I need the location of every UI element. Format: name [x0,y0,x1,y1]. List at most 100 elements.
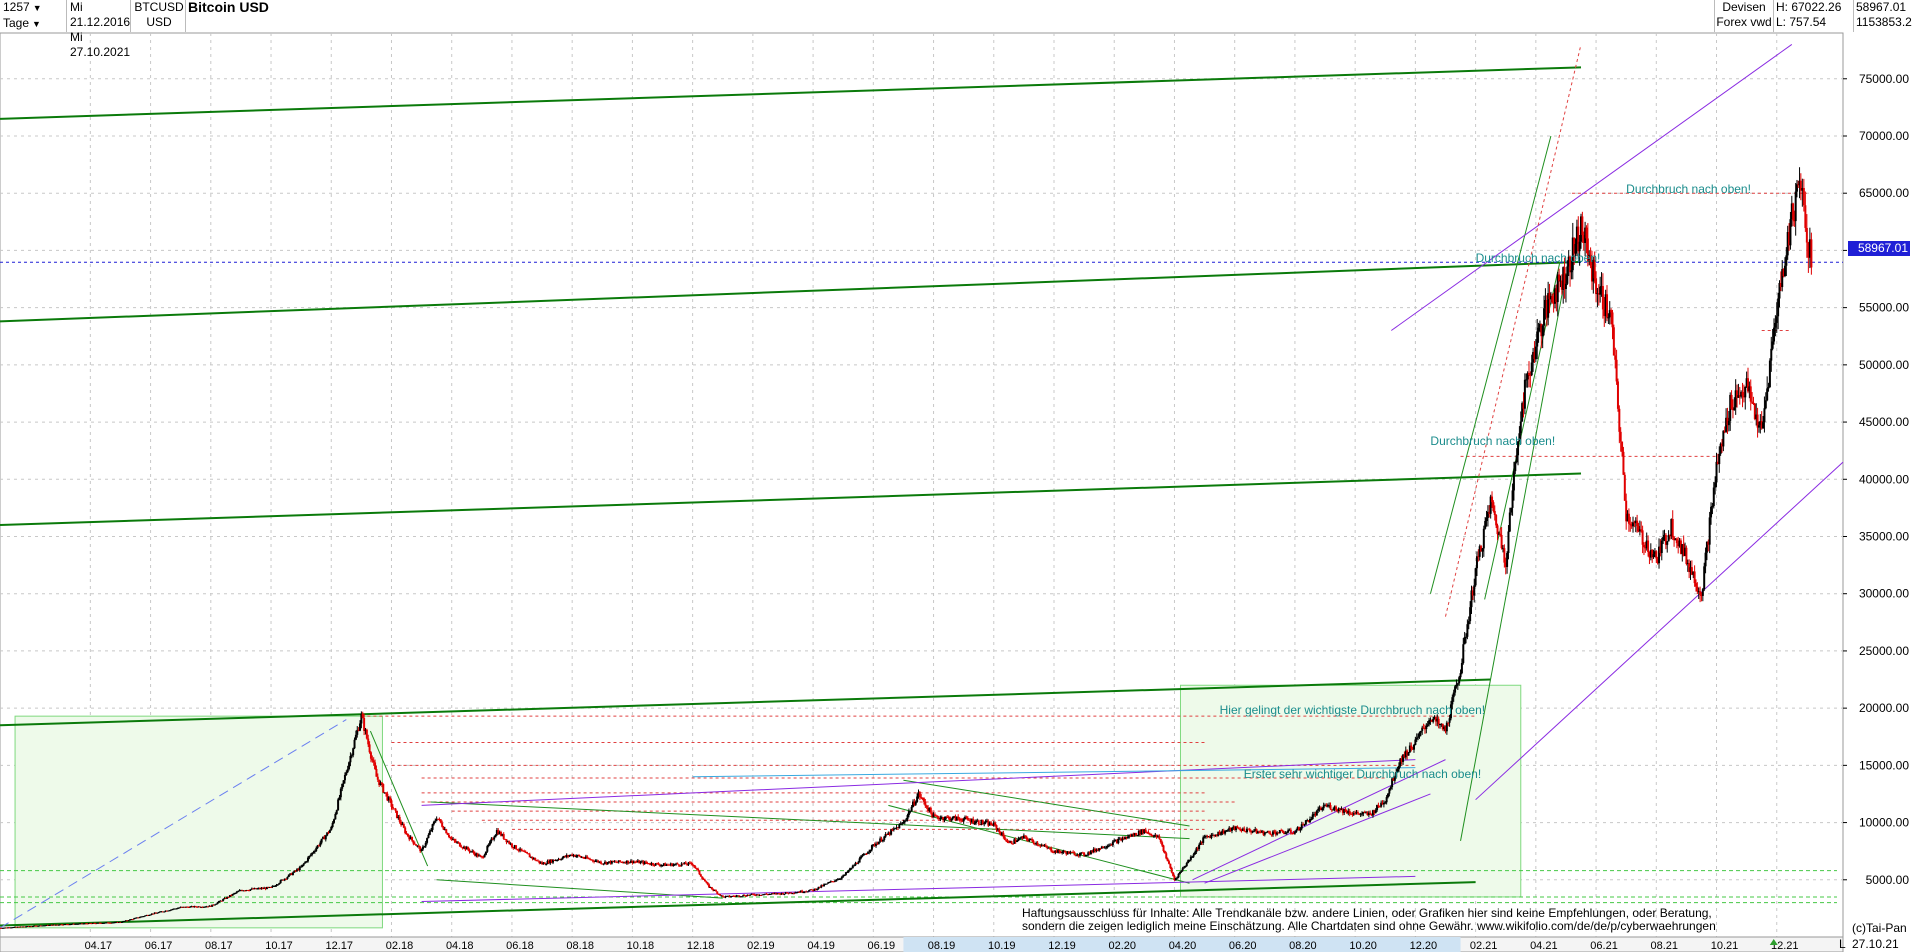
candle-body [512,847,515,849]
candle-body [142,916,145,918]
candle-body [1133,833,1136,836]
candle-body [1783,265,1786,277]
candle-body [791,893,794,895]
candle-body [650,863,653,865]
candle-body [357,729,360,731]
candle-body [809,889,812,891]
candle-body [421,846,424,850]
candle-body [547,860,550,864]
candle-body [1341,808,1344,813]
y-tick-label: 75000.00 [1859,72,1909,86]
candle-body [1181,868,1184,871]
short-term-trendline [1429,135,1552,594]
candle-body [1384,802,1387,804]
candle-body [170,909,173,911]
candle-body [501,834,504,836]
candle-body [1043,845,1046,847]
candle-body [316,845,319,849]
candle-body [1608,310,1611,318]
candle-body [766,894,769,896]
candle-body [1560,280,1563,290]
candle-body [777,893,780,895]
candle-body [1262,830,1265,835]
axis-mode-marker[interactable]: L [1839,937,1846,951]
candle-body [1358,813,1361,815]
candle-body [458,842,461,847]
candle-body [773,893,776,895]
candle-body [1760,421,1763,429]
candle-body [53,924,56,926]
y-tick-label: 15000.00 [1859,758,1909,772]
candle-body [1063,851,1066,853]
candle-body [1705,541,1708,553]
candle-body [1288,829,1291,831]
y-tick-label: 30000.00 [1859,587,1909,601]
candle-body [1209,836,1212,838]
candle-body [1445,722,1448,732]
candle-body [1723,430,1726,432]
candle-body [661,864,664,866]
candle-body [211,904,214,907]
candle-body [146,915,149,917]
candle-body [1440,723,1443,725]
candle-body [1452,692,1455,698]
candle-body [1159,839,1162,843]
candle-body [1690,567,1693,575]
candle-body [1514,462,1517,472]
candle-body [1035,842,1038,845]
candle-body [853,865,856,867]
candle-body [1630,524,1633,527]
period-dropdown[interactable]: Tage ▼ [3,16,41,32]
long-term-trendline [0,678,1491,727]
candle-body [1636,520,1639,527]
candle-body [1308,819,1311,823]
candle-body [164,910,167,912]
candle-body [872,844,875,846]
candle-body [1378,806,1381,808]
candle-body [1162,845,1165,852]
candle-body [513,845,516,848]
candle-body [694,866,697,869]
candle-body [1707,541,1710,545]
candle-body [739,896,742,898]
candle-body [1255,829,1258,834]
candle-body [64,924,67,926]
candle-body [241,890,244,892]
candle-body [931,812,934,818]
candle-body [1641,530,1644,545]
candle-body [1203,836,1206,838]
x-tick-label: 04.19 [807,940,835,952]
annotation-label: Durchbruch nach oben! [1430,434,1555,448]
candle-body [1051,851,1054,853]
candle-body [1533,352,1536,360]
candle-body [1606,294,1609,318]
candle-body [902,822,905,824]
candle-body [1229,827,1232,831]
candle-body [319,842,322,846]
candle-body [673,864,676,866]
candle-body [282,879,285,881]
candle-body [290,873,293,875]
candle-body [234,892,237,894]
candle-body [400,821,403,825]
candle-body [386,793,389,801]
candle-body [528,854,531,858]
candle-body [15,926,18,928]
candle-body [736,895,739,897]
candle-body [353,739,356,749]
candle-body [1047,847,1050,849]
count-dropdown[interactable]: 1257 ▼ [3,0,42,16]
long-term-trendline [0,472,1582,527]
candle-body [781,893,784,895]
candle-body [365,729,368,739]
candle-body [1328,805,1331,807]
candle-body [787,893,790,895]
candle-body [1158,836,1161,840]
candle-body [412,840,415,844]
candle-body [1148,833,1151,835]
candle-body [690,862,693,864]
candle-body [903,820,906,823]
candle-body [769,893,772,895]
